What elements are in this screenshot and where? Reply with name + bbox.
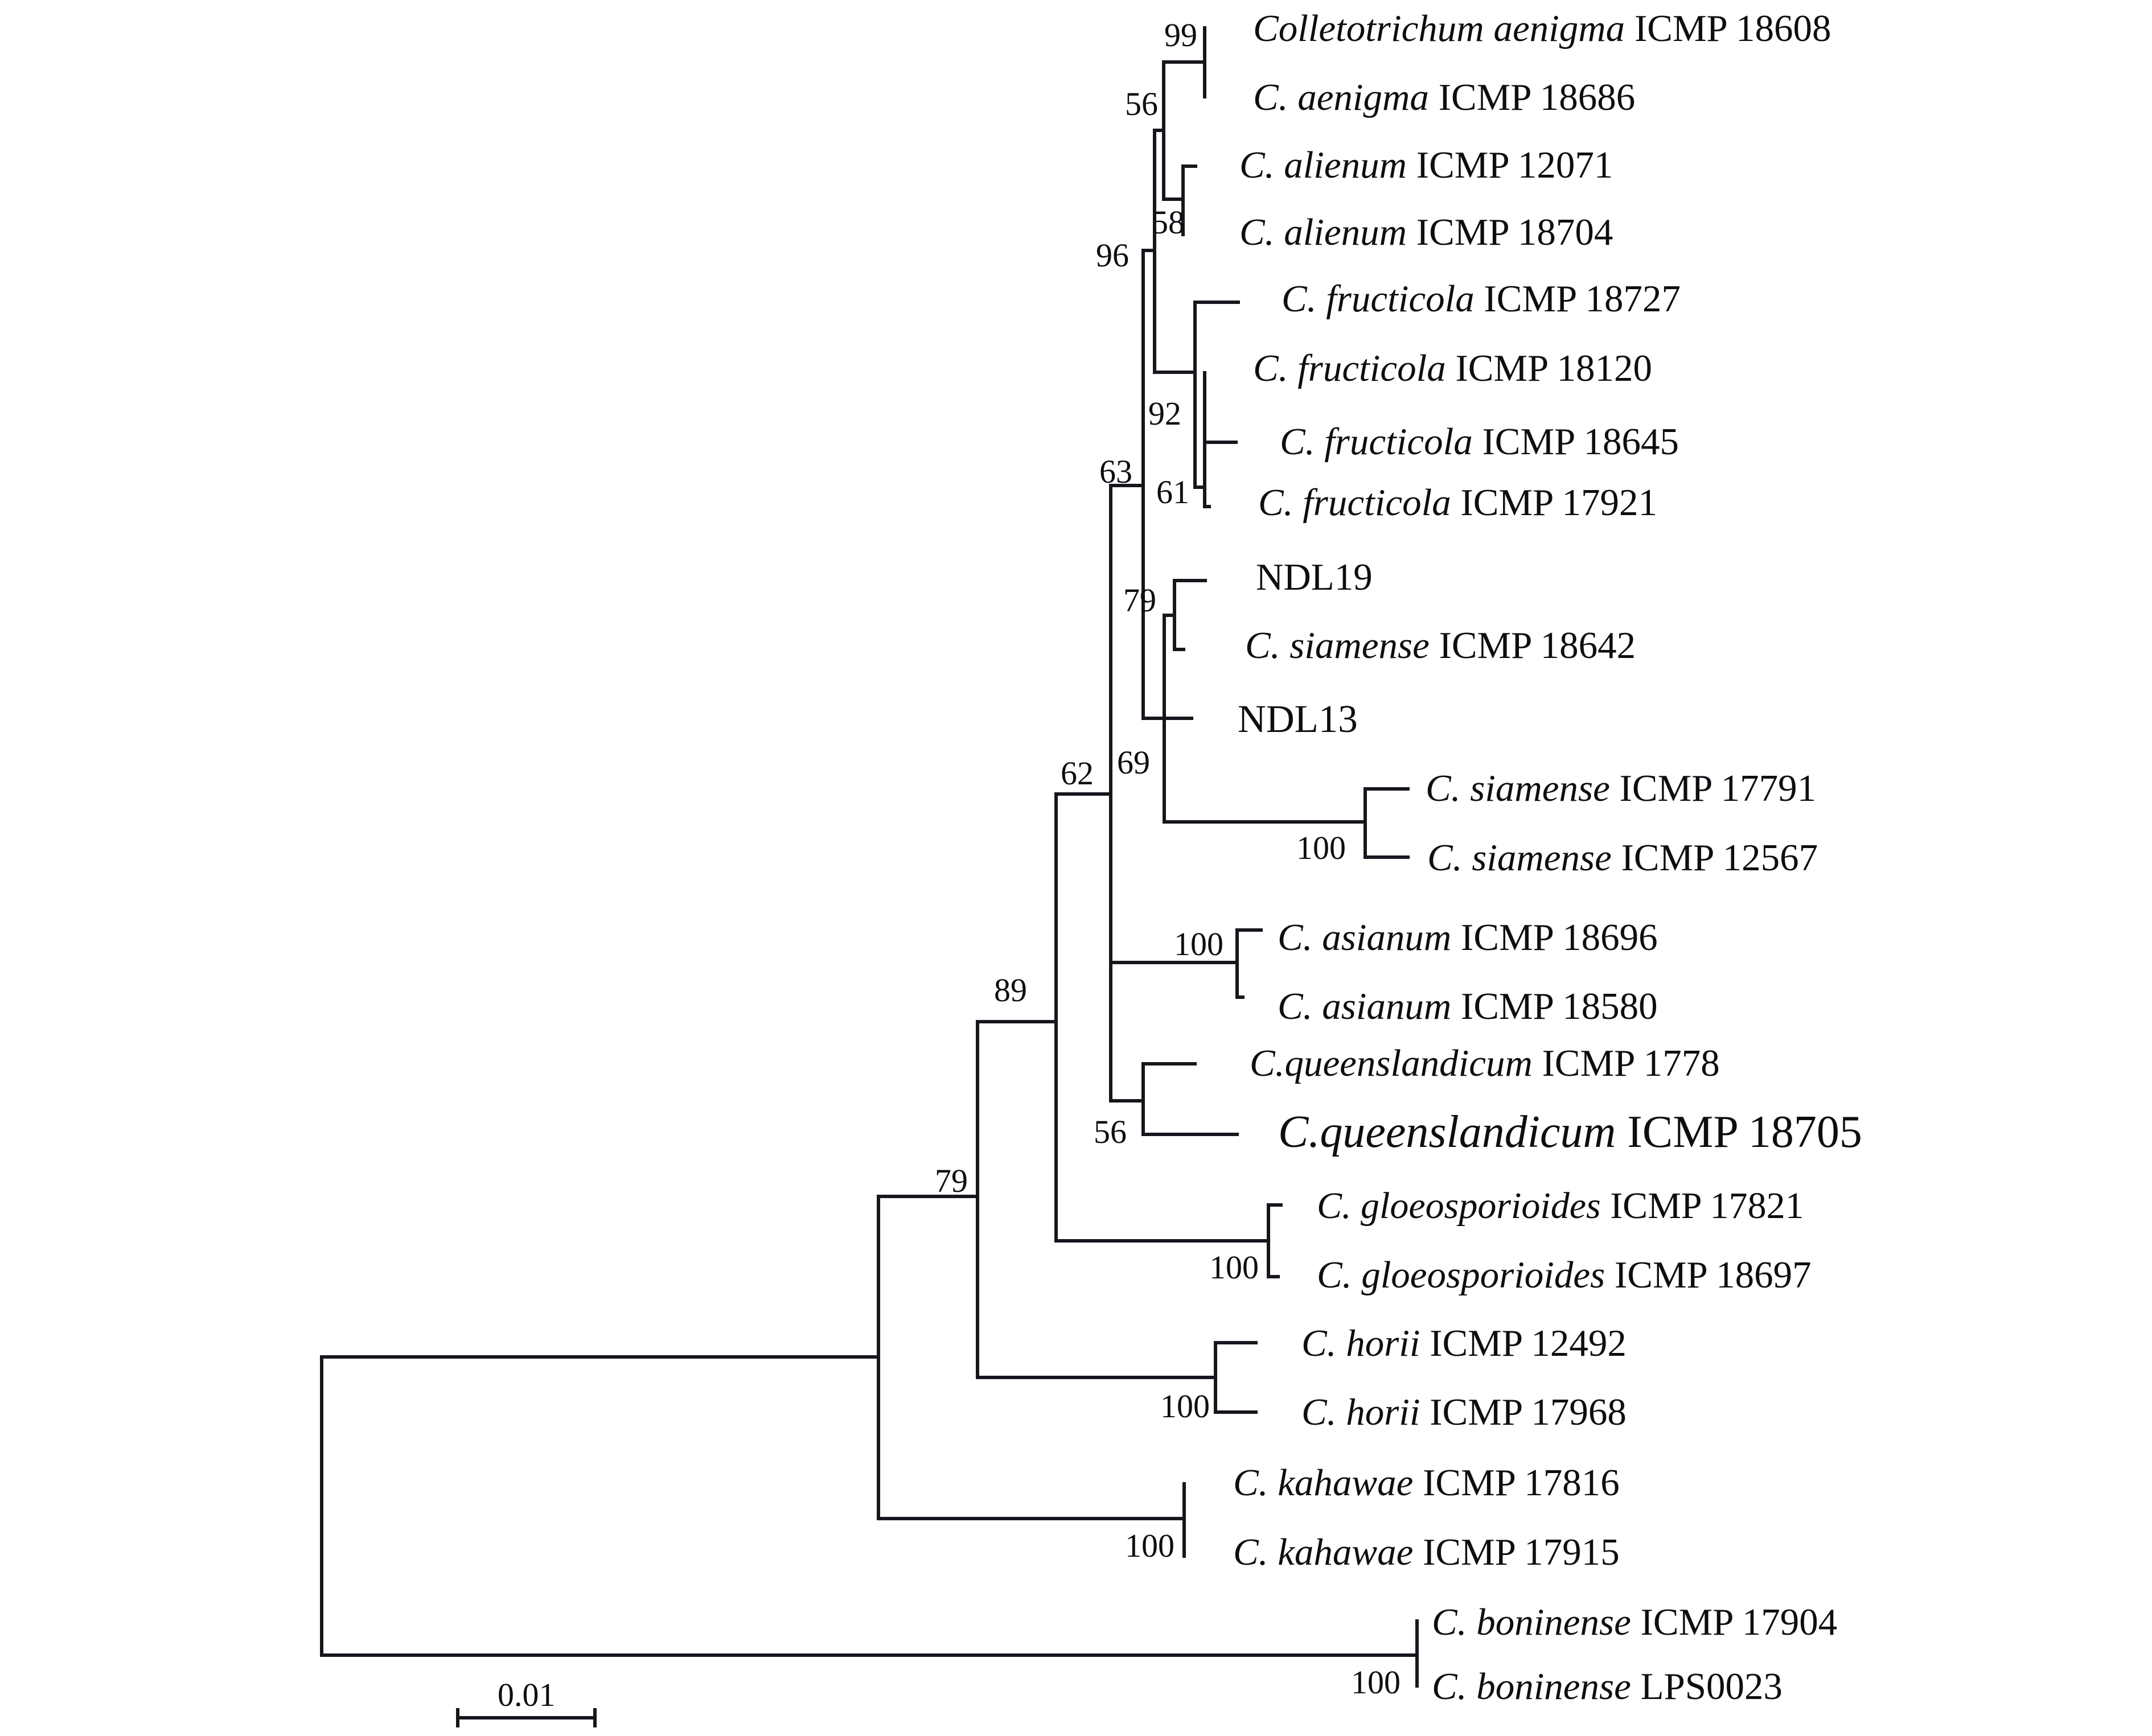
svg-text:C. siamense ICMP 12567: C. siamense ICMP 12567	[1427, 837, 1818, 879]
svg-text:100: 100	[1125, 1527, 1174, 1564]
svg-text:100: 100	[1351, 1664, 1401, 1701]
svg-text:100: 100	[1174, 925, 1223, 962]
svg-text:C. fructicola ICMP 18727: C. fructicola ICMP 18727	[1282, 278, 1681, 320]
svg-text:C. kahawae ICMP 17816: C. kahawae ICMP 17816	[1233, 1462, 1620, 1504]
svg-text:C. fructicola ICMP 18120: C. fructicola ICMP 18120	[1253, 347, 1652, 389]
svg-text:C. siamense ICMP 17791: C. siamense ICMP 17791	[1426, 767, 1816, 809]
svg-text:79: 79	[935, 1162, 968, 1199]
svg-text:C. boninense LPS0023: C. boninense LPS0023	[1432, 1665, 1783, 1708]
svg-text:99: 99	[1164, 17, 1197, 54]
svg-text:56: 56	[1125, 85, 1158, 122]
svg-text:C. kahawae ICMP 17915: C. kahawae ICMP 17915	[1233, 1531, 1620, 1573]
svg-text:61: 61	[1156, 474, 1189, 511]
svg-text:C. fructicola ICMP 18645: C. fructicola ICMP 18645	[1280, 421, 1679, 463]
svg-text:100: 100	[1296, 829, 1346, 866]
svg-text:100: 100	[1209, 1249, 1259, 1286]
svg-text:C.queenslandicum ICMP 18705: C.queenslandicum ICMP 18705	[1278, 1107, 1862, 1157]
svg-text:62: 62	[1061, 755, 1094, 792]
svg-text:C. asianum ICMP 18696: C. asianum ICMP 18696	[1278, 916, 1658, 958]
svg-text:C. alienum ICMP 18704: C. alienum ICMP 18704	[1239, 211, 1613, 253]
svg-text:C. boninense ICMP 17904: C. boninense ICMP 17904	[1432, 1601, 1837, 1643]
svg-text:NDL13: NDL13	[1238, 697, 1358, 741]
svg-text:C. fructicola ICMP 17921: C. fructicola ICMP 17921	[1258, 482, 1657, 524]
svg-text:Colletotrichum aenigma ICMP 18: Colletotrichum aenigma ICMP 18608	[1253, 7, 1831, 50]
svg-text:63: 63	[1099, 453, 1132, 490]
svg-text:C.queenslandicum ICMP 1778: C.queenslandicum ICMP 1778	[1250, 1042, 1720, 1084]
svg-text:C. gloeosporioides ICMP 18697: C. gloeosporioides ICMP 18697	[1317, 1254, 1812, 1296]
svg-text:C. aenigma ICMP 18686: C. aenigma ICMP 18686	[1253, 76, 1635, 118]
svg-text:58: 58	[1152, 204, 1185, 241]
svg-text:NDL19: NDL19	[1256, 556, 1373, 598]
svg-text:C. alienum ICMP 12071: C. alienum ICMP 12071	[1239, 144, 1613, 186]
svg-text:56: 56	[1094, 1113, 1127, 1150]
svg-text:C. siamense ICMP 18642: C. siamense ICMP 18642	[1245, 624, 1636, 667]
svg-text:C. horii ICMP 12492: C. horii ICMP 12492	[1301, 1322, 1627, 1364]
svg-text:C. horii ICMP 17968: C. horii ICMP 17968	[1301, 1391, 1627, 1433]
svg-text:92: 92	[1148, 395, 1181, 432]
svg-text:0.01: 0.01	[498, 1676, 556, 1713]
svg-text:96: 96	[1096, 237, 1129, 274]
svg-text:C. gloeosporioides ICMP 17821: C. gloeosporioides ICMP 17821	[1317, 1185, 1804, 1227]
svg-text:69: 69	[1117, 744, 1150, 781]
svg-text:C. asianum ICMP 18580: C. asianum ICMP 18580	[1278, 985, 1658, 1027]
svg-text:89: 89	[994, 972, 1027, 1009]
svg-text:100: 100	[1160, 1388, 1210, 1425]
svg-text:79: 79	[1123, 582, 1156, 619]
